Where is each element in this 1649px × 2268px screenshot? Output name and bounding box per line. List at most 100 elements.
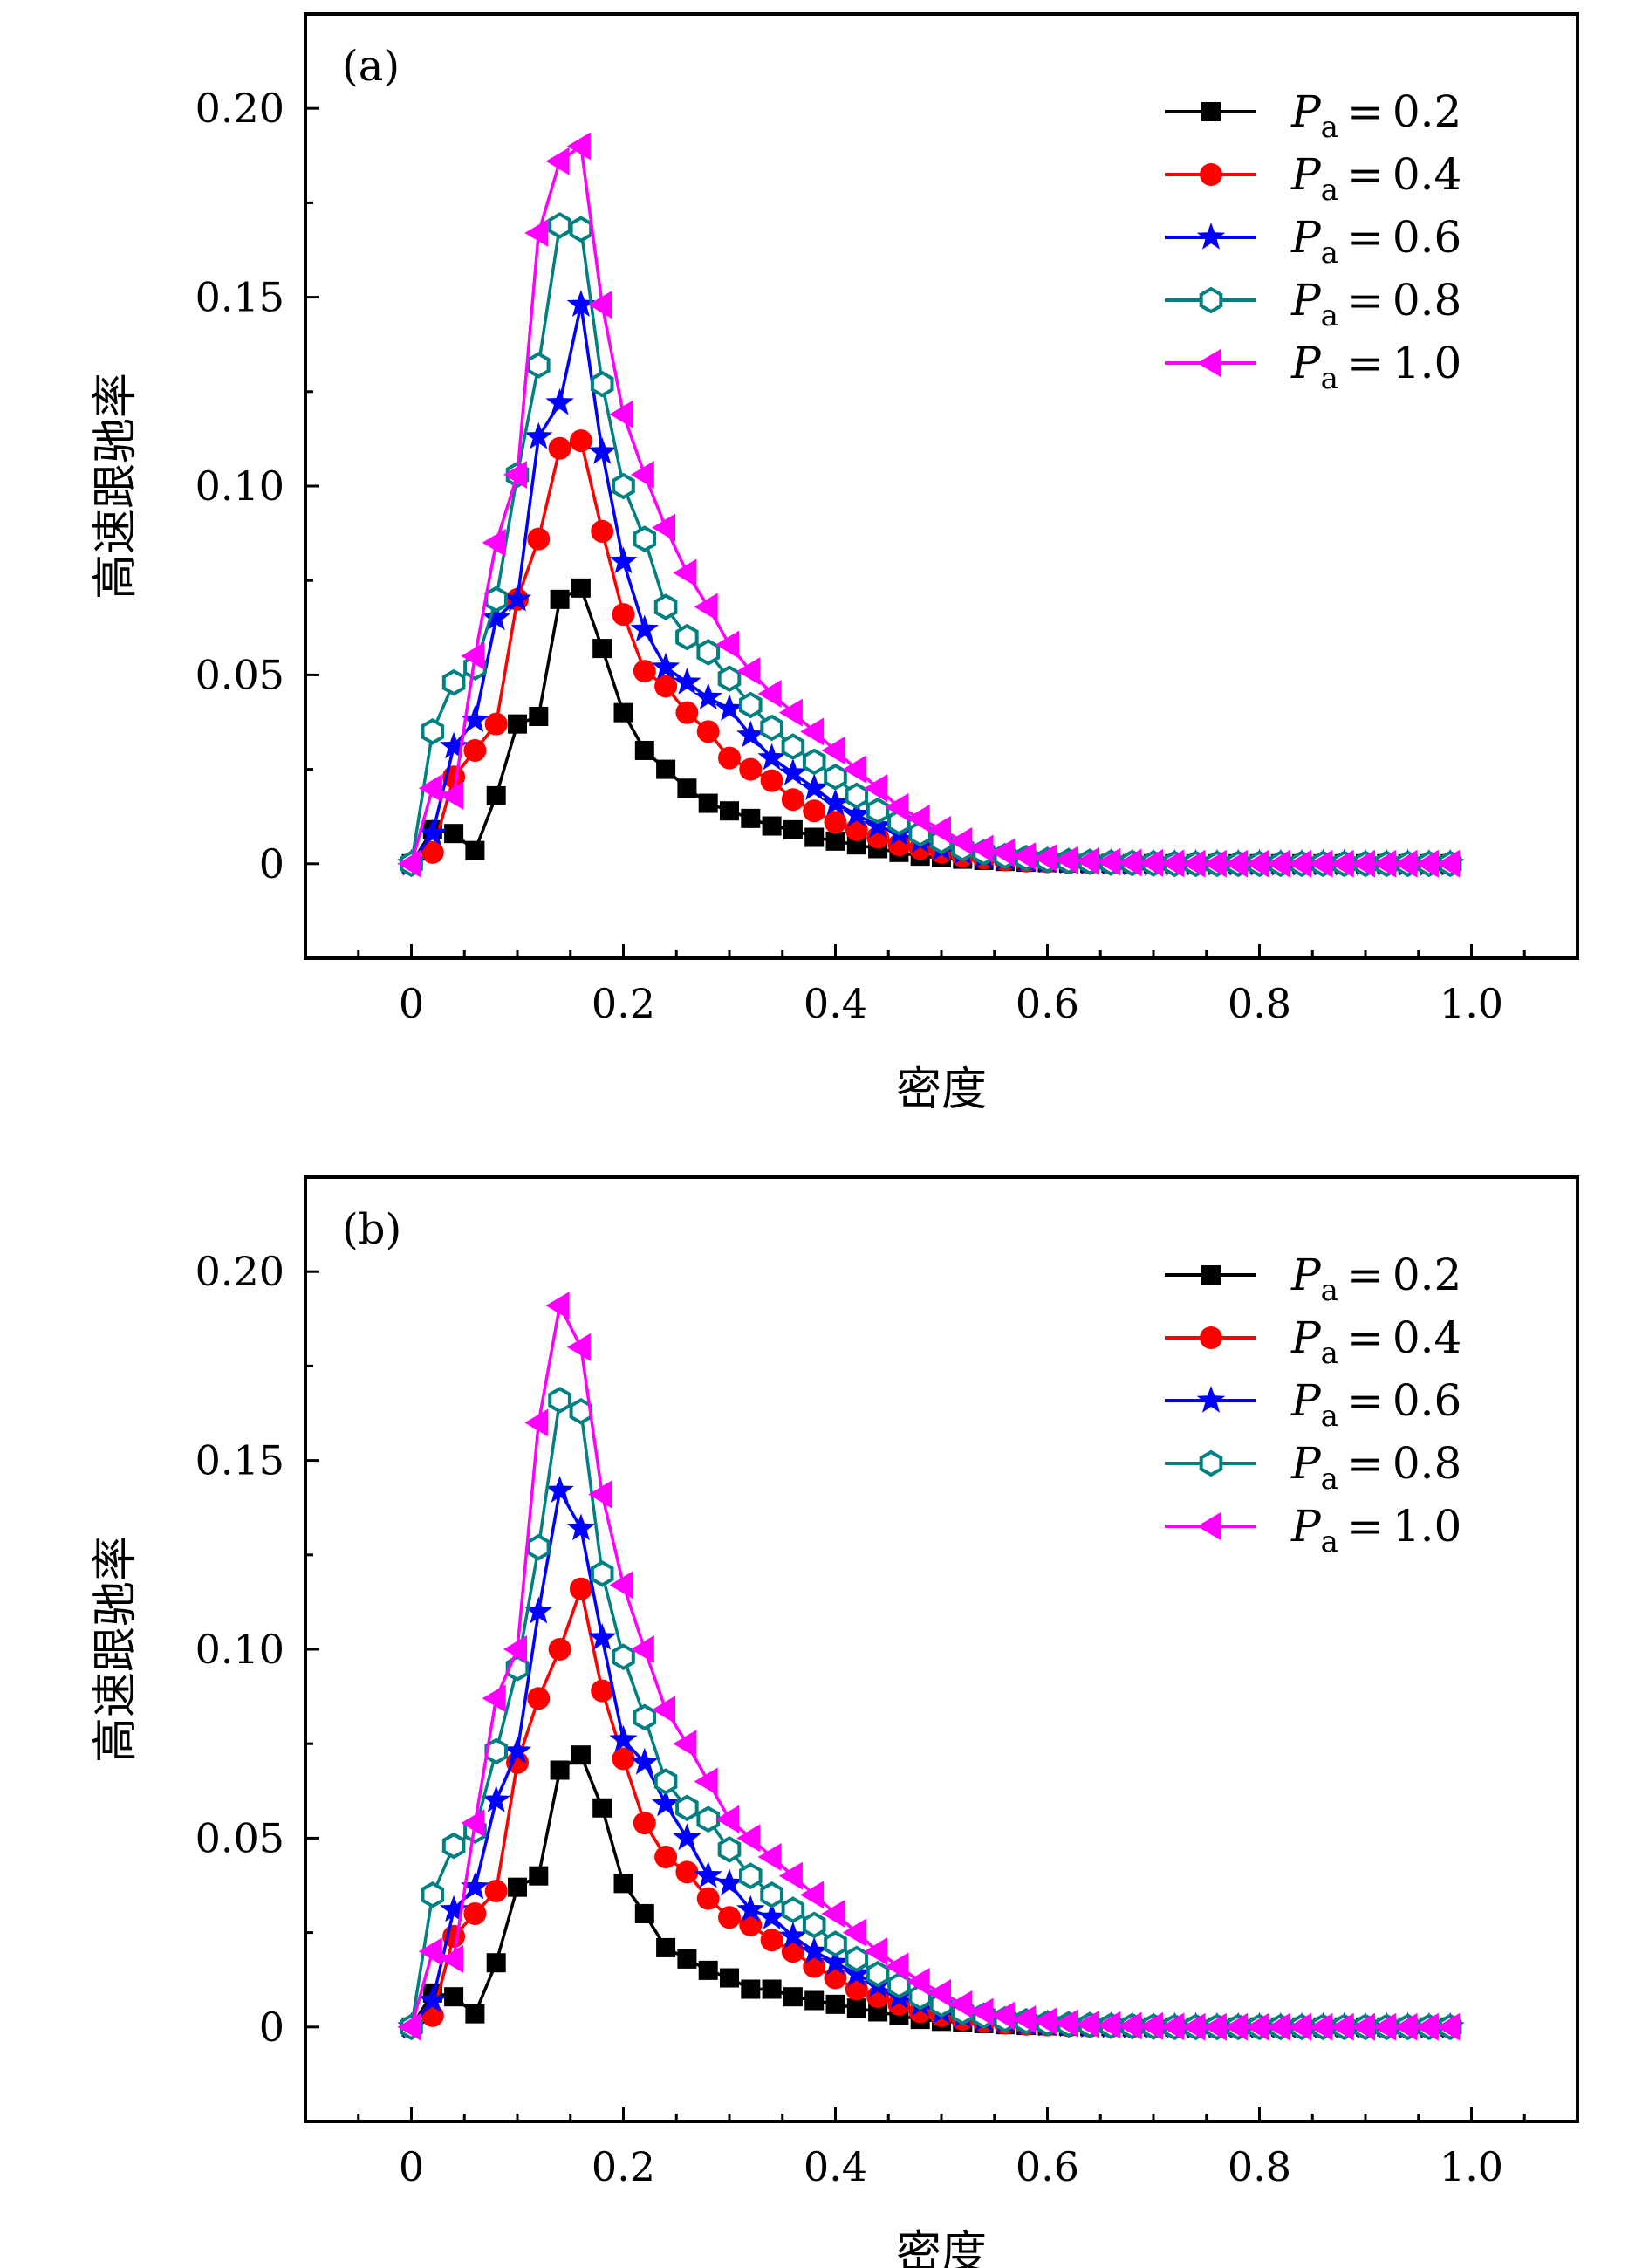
data-point: [781, 733, 805, 760]
legend-label: Pa = 0.4: [1290, 149, 1461, 208]
data-point: [421, 2004, 444, 2027]
data-point: [824, 1930, 847, 1957]
data-point: [569, 1577, 592, 1600]
x-tick-label: 0.4: [804, 980, 867, 1027]
data-point: [675, 701, 699, 724]
data-point: [566, 132, 591, 161]
data-point: [609, 546, 638, 574]
data-point: [842, 1918, 866, 1947]
data-point: [906, 804, 930, 833]
data-point: [1181, 849, 1206, 878]
data-point: [846, 1998, 866, 2018]
data-point: [677, 778, 697, 798]
legend-entry: Pa = 0.8: [1165, 1438, 1461, 1497]
x-tick-label: 0.2: [592, 2143, 655, 2190]
data-point: [656, 759, 676, 779]
data-point: [990, 838, 1015, 867]
legend-label: Pa = 0.6: [1290, 1375, 1461, 1434]
data-point: [1351, 2012, 1375, 2041]
data-point: [439, 731, 469, 759]
data-point: [571, 578, 591, 598]
data-point: [441, 668, 466, 696]
data-point: [802, 1911, 826, 1939]
data-point: [927, 815, 951, 844]
data-point: [1288, 2012, 1312, 2041]
data-point: [718, 1906, 741, 1929]
data-point: [927, 1978, 951, 2007]
data-point: [653, 1768, 678, 1795]
data-point: [612, 603, 635, 627]
data-point: [696, 720, 720, 743]
series-0.4: [400, 1577, 1462, 2038]
data-point: [548, 1638, 571, 1661]
legend-marker: [1201, 102, 1221, 121]
data-point: [739, 691, 763, 719]
data-point: [694, 682, 722, 710]
data-point: [633, 1812, 656, 1835]
data-point: [1012, 2005, 1037, 2034]
data-point: [741, 1979, 761, 1999]
data-point: [548, 212, 571, 239]
data-point: [802, 748, 826, 776]
data-point: [760, 769, 783, 792]
data-point: [1054, 2009, 1078, 2038]
data-point: [1393, 849, 1418, 878]
data-point: [736, 1824, 761, 1853]
data-point: [842, 799, 871, 827]
data-point: [550, 1760, 570, 1780]
data-point: [842, 1959, 871, 1986]
chart-panel: 0 0.2 0.4 0.6 0.8 1.0 0 0.05 0.10 0.15 0.20 密度 高速跟驰率…: [90, 1175, 1579, 2268]
data-point: [591, 519, 614, 543]
data-point: [461, 1809, 485, 1838]
data-point: [529, 1866, 549, 1886]
data-point: [778, 1921, 808, 1949]
data-point: [1097, 847, 1121, 876]
data-point: [887, 1971, 911, 1999]
data-point: [444, 1987, 464, 2007]
data-point: [677, 1949, 697, 1969]
data-point: [1118, 848, 1142, 877]
data-point: [1202, 849, 1227, 878]
data-point: [482, 1684, 506, 1713]
data-point: [717, 1836, 742, 1863]
data-point: [715, 1868, 744, 1896]
data-point: [527, 527, 551, 551]
legend-label: Pa = 1.0: [1290, 1501, 1461, 1559]
data-point: [824, 811, 847, 834]
data-point: [824, 763, 847, 791]
data-point: [588, 1480, 612, 1509]
data-point: [778, 1861, 803, 1890]
data-point: [588, 1623, 617, 1650]
data-point: [633, 1703, 657, 1731]
data-point: [696, 639, 720, 666]
data-point: [1033, 2007, 1057, 2036]
data-point: [503, 461, 527, 490]
data-point: [1436, 2012, 1461, 2041]
data-point: [654, 1846, 678, 1869]
panel-label: (a): [342, 42, 400, 91]
data-point: [484, 712, 508, 736]
data-point: [673, 558, 697, 587]
data-point: [1097, 2011, 1121, 2039]
legend-entry: Pa = 1.0: [1165, 1501, 1461, 1559]
data-point: [524, 421, 553, 449]
y-tick-label: 0.05: [195, 651, 284, 698]
y-tick-label: 0.05: [195, 1814, 284, 1861]
data-point: [675, 623, 699, 651]
data-point: [609, 1571, 633, 1600]
data-point: [1372, 2012, 1397, 2041]
data-point: [444, 824, 464, 844]
y-axis-title: 高速跟驰率: [90, 1536, 142, 1763]
data-point: [720, 1968, 739, 1988]
data-point: [804, 1990, 824, 2011]
data-point: [864, 774, 888, 803]
data-point: [906, 1967, 930, 1996]
data-point: [694, 1860, 722, 1888]
data-point: [696, 1887, 720, 1910]
data-point: [418, 1985, 447, 2013]
data-point: [739, 1913, 763, 1936]
data-point: [757, 680, 782, 709]
y-axis-title: 高速跟驰率: [90, 373, 142, 600]
data-point: [630, 1747, 659, 1775]
data-point: [969, 1997, 994, 2026]
